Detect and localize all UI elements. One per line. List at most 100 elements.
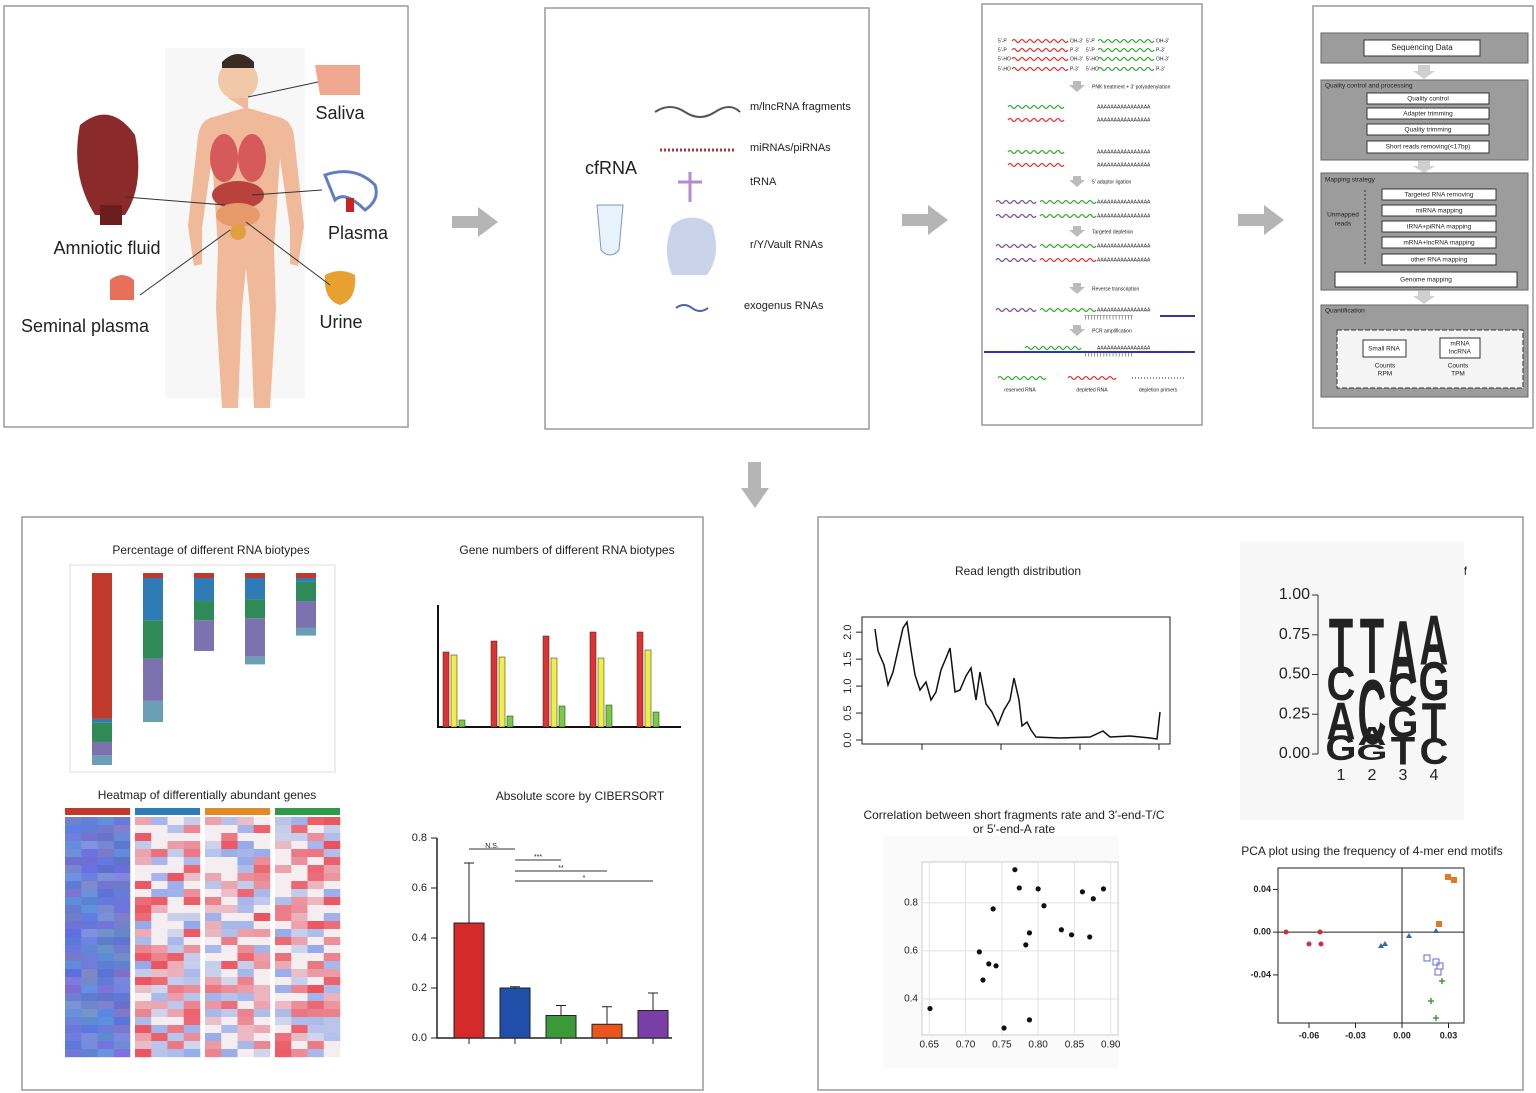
heat-cell xyxy=(275,849,292,858)
pipeline-arrows xyxy=(1413,65,1435,304)
heat-cell xyxy=(183,849,201,858)
heat-cell xyxy=(97,1041,114,1050)
point xyxy=(993,963,999,969)
heat-cell xyxy=(151,929,168,938)
logo-letter: T xyxy=(1391,730,1415,774)
logo-letter: G xyxy=(1418,652,1449,713)
heat-cell xyxy=(81,897,98,906)
heat-cell xyxy=(151,937,168,946)
heat-cell xyxy=(275,1001,292,1010)
point xyxy=(1026,1017,1033,1023)
heat-cell xyxy=(323,929,341,938)
heat-cell xyxy=(323,881,341,890)
label: OH-3' xyxy=(1156,38,1169,44)
heat-cell xyxy=(221,905,238,914)
heat-cell xyxy=(291,1009,308,1018)
heat-cell xyxy=(183,905,201,914)
label: TPM xyxy=(1451,371,1465,378)
label: RPM xyxy=(1378,371,1392,378)
step-arrow xyxy=(1069,325,1085,336)
heat-cell xyxy=(221,1009,238,1018)
heat-cell xyxy=(65,1025,82,1034)
heat-cell xyxy=(135,849,152,858)
heat-cell xyxy=(323,1017,341,1026)
heat-cell xyxy=(167,881,184,890)
rna-strand xyxy=(995,213,1037,219)
heat-cell xyxy=(97,953,114,962)
heat-cell xyxy=(221,945,238,954)
heat-cell xyxy=(97,865,114,874)
label: AAAAAAAAAAAAAAAA xyxy=(1097,257,1151,263)
label: 0.85 xyxy=(1065,1040,1085,1051)
heat-cell xyxy=(167,1025,184,1034)
label: 0.2 xyxy=(412,982,427,994)
heat-cell xyxy=(167,1049,184,1058)
heat-cell xyxy=(135,945,152,954)
label: 0.00 xyxy=(1393,1030,1411,1040)
heat-cell xyxy=(205,1025,222,1034)
heat-cell xyxy=(205,1033,222,1042)
label: miRNAs/piRNAs xyxy=(750,142,831,154)
bar xyxy=(499,987,531,1039)
heat-cell xyxy=(183,1041,201,1050)
label: AAAAAAAAAAAAAAAA xyxy=(1097,149,1151,155)
heat-cell xyxy=(307,889,324,898)
stack-seg xyxy=(143,573,163,578)
label: reserved RNA xyxy=(1004,387,1036,393)
heat-cell xyxy=(237,969,254,978)
heat-cell xyxy=(205,1001,222,1010)
heat-cell xyxy=(237,865,254,874)
heat-cell xyxy=(291,985,308,994)
heat-cell xyxy=(113,841,131,850)
heat-cell xyxy=(221,897,238,906)
heat-cell xyxy=(221,825,238,834)
label: P-3' xyxy=(1070,47,1079,53)
heat-cell xyxy=(113,873,131,882)
label: 1 xyxy=(1337,767,1346,784)
label: Quality trimming xyxy=(1405,127,1452,134)
heat-cell xyxy=(151,969,168,978)
group-bar xyxy=(205,808,270,815)
logo-letter: C xyxy=(1389,664,1418,717)
rna-strand xyxy=(995,199,1037,205)
heat-cell xyxy=(205,1009,222,1018)
bar xyxy=(637,1010,669,1039)
heat-cell xyxy=(291,1033,308,1042)
heat-cell xyxy=(167,945,184,954)
heat-cell xyxy=(205,1017,222,1026)
heat-cell xyxy=(221,1025,238,1034)
pca-point xyxy=(1439,978,1445,984)
heat-cell xyxy=(97,817,114,826)
heat-cell xyxy=(275,1033,292,1042)
bar xyxy=(558,705,566,728)
heat-cell xyxy=(221,857,238,866)
heat-cell xyxy=(275,825,292,834)
rna-strand xyxy=(1039,243,1097,249)
heat-cell xyxy=(81,929,98,938)
heat-cell xyxy=(323,849,341,858)
heat-cell xyxy=(183,833,201,842)
heat-cell xyxy=(135,1033,152,1042)
group-bar xyxy=(275,808,340,815)
heat-cell xyxy=(253,833,271,842)
label: AAAAAAAAAAAAAAAA xyxy=(1097,213,1151,219)
heat-cell xyxy=(113,929,131,938)
stack-seg xyxy=(92,741,112,756)
heat-cell xyxy=(135,1001,152,1010)
label: Counts xyxy=(1448,363,1469,370)
heat-cell xyxy=(237,1017,254,1026)
bar xyxy=(550,657,558,728)
heat-cell xyxy=(135,817,152,826)
heat-cell xyxy=(97,937,114,946)
point xyxy=(1041,903,1047,909)
heat-cell xyxy=(205,921,222,930)
heat-cell xyxy=(307,937,324,946)
point xyxy=(1058,927,1064,933)
label: 0.4 xyxy=(904,994,918,1005)
heat-cell xyxy=(237,841,254,850)
heat-cell xyxy=(97,841,114,850)
heat-cell xyxy=(291,977,308,986)
heat-cell xyxy=(97,825,114,834)
label: 5'-P xyxy=(1086,47,1095,53)
step-arrow xyxy=(1069,81,1085,92)
